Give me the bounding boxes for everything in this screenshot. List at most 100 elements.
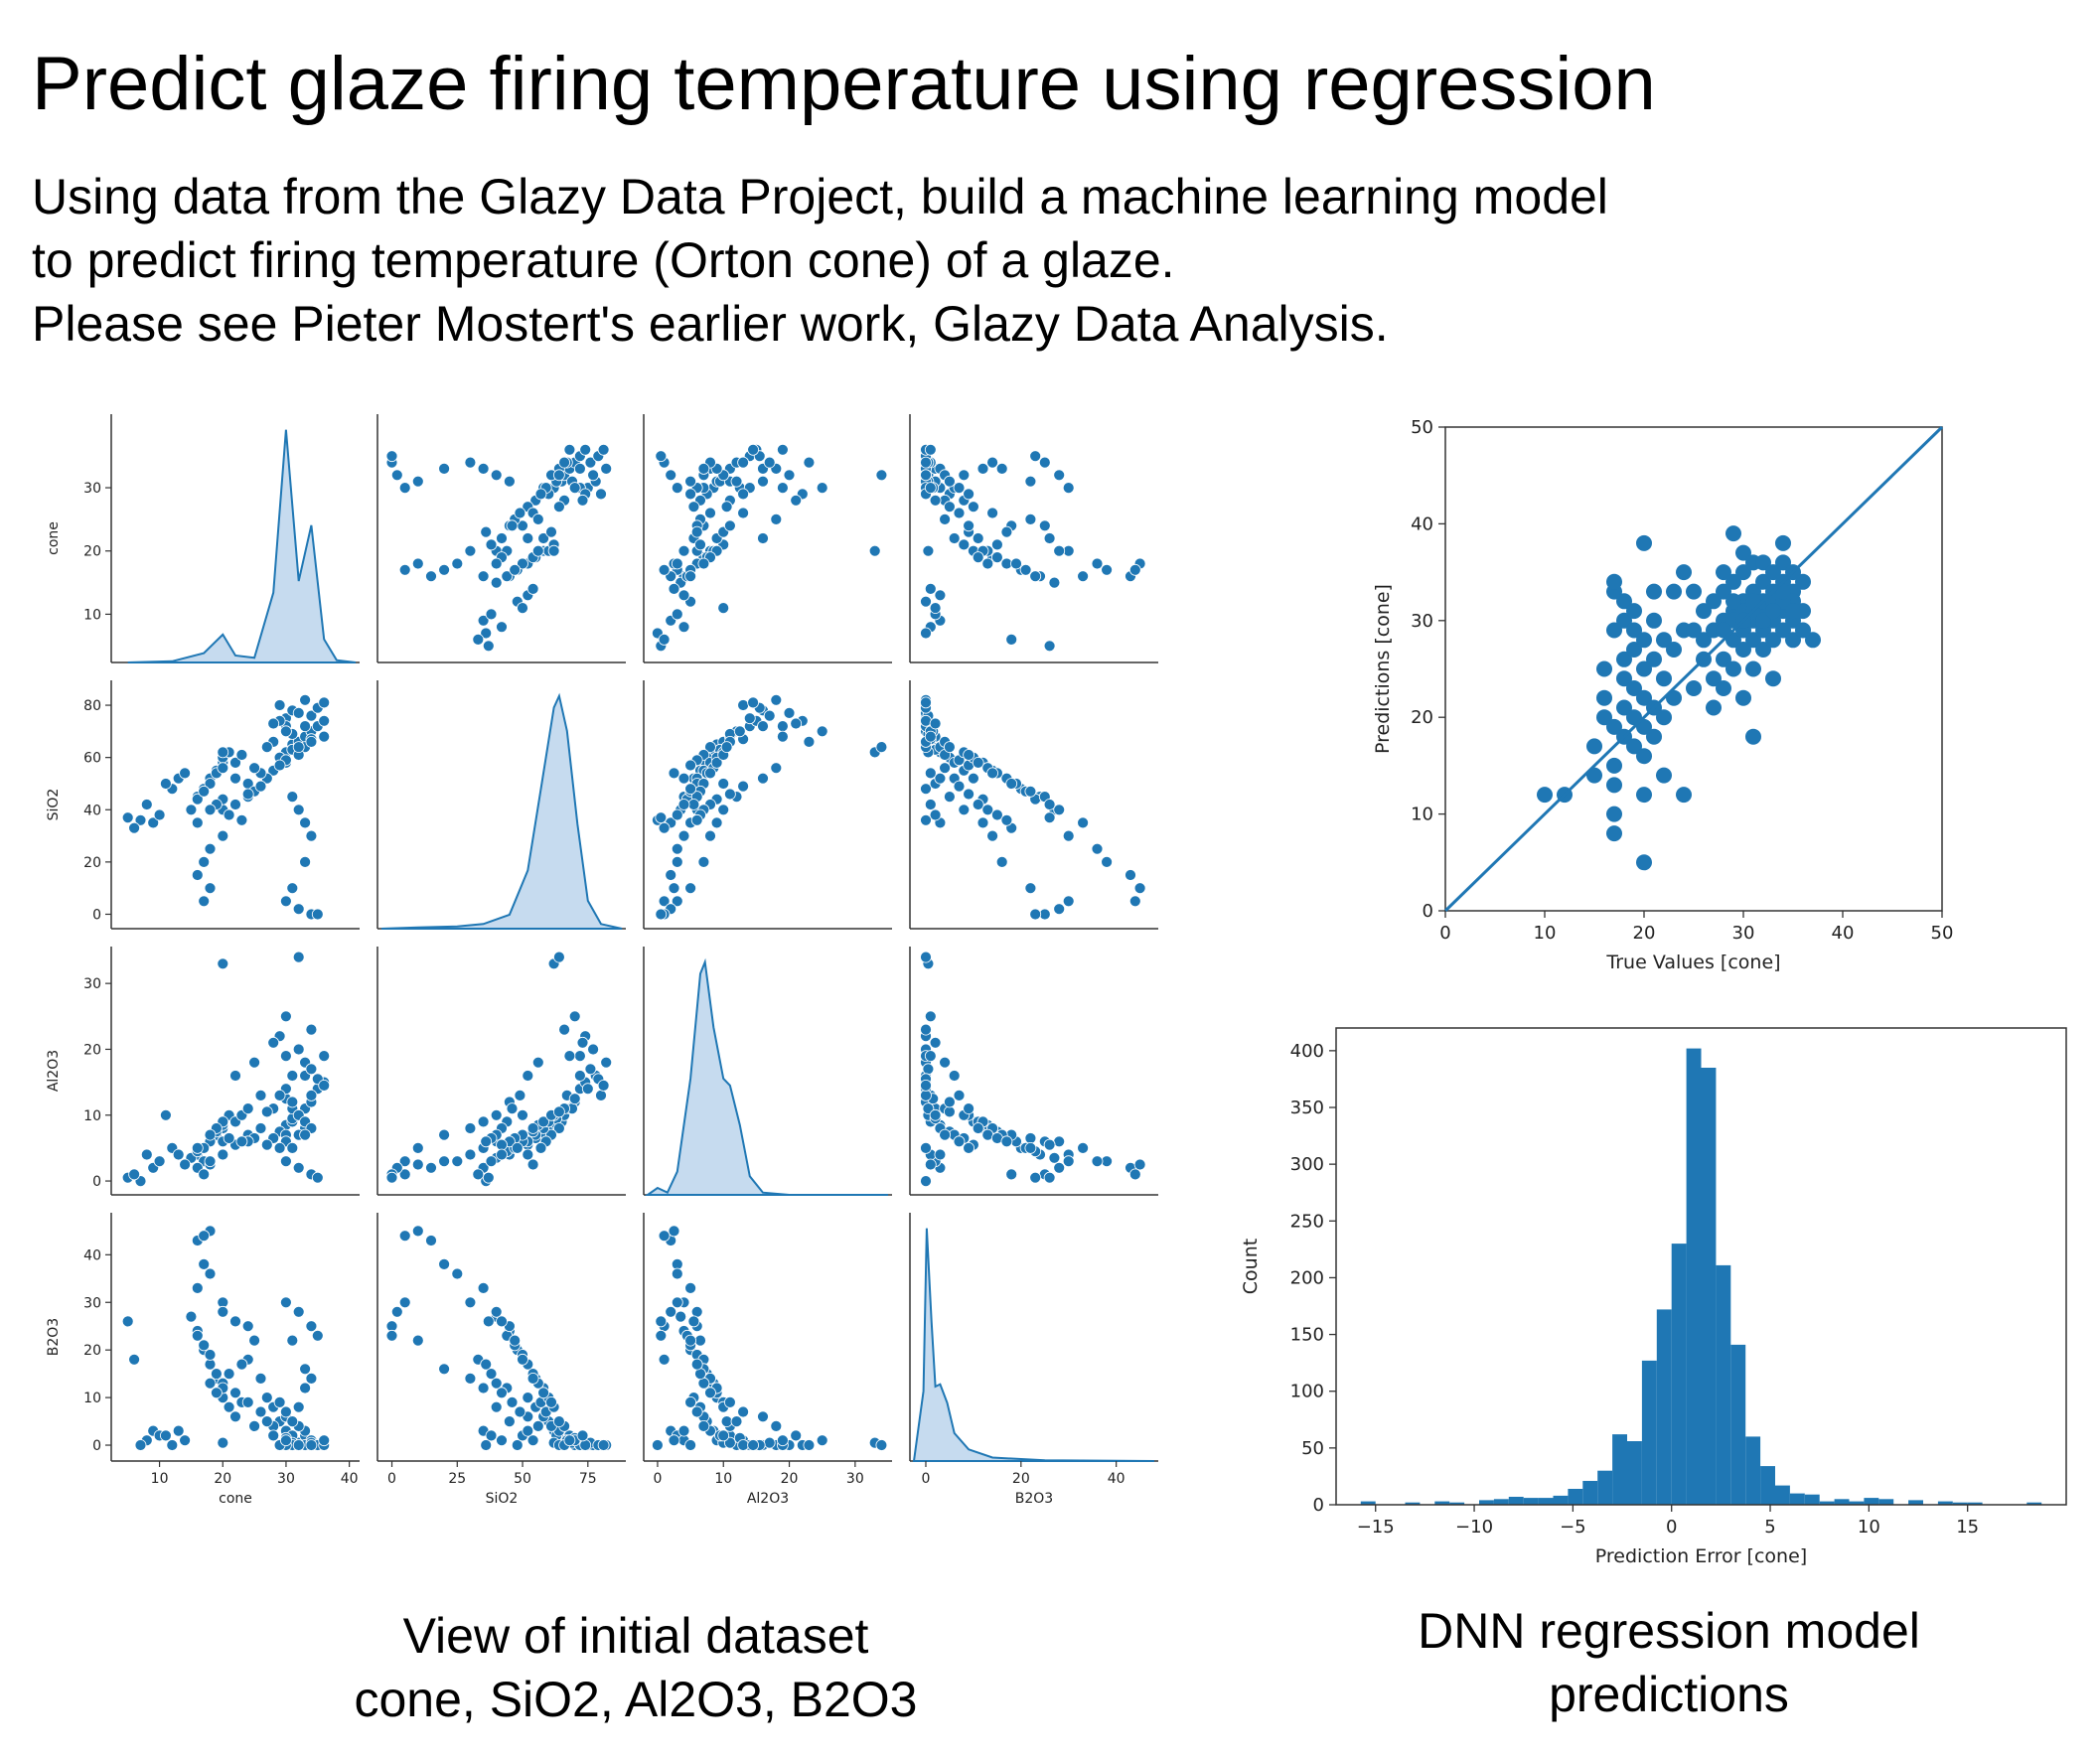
scatter-point	[958, 804, 971, 816]
scatter-point	[398, 1168, 411, 1181]
scatter-point	[185, 804, 198, 816]
scatter-point	[579, 443, 592, 456]
scatter-point	[1024, 1132, 1037, 1144]
histogram-bar	[1449, 1502, 1465, 1505]
scatter-point	[534, 1142, 547, 1154]
scatter-point	[671, 1267, 683, 1280]
scatter-point	[770, 1420, 783, 1432]
scatter-point	[305, 1439, 318, 1451]
scatter-point	[747, 696, 759, 709]
scatter-point	[777, 1434, 789, 1447]
caption-line: predictions	[1549, 1667, 1789, 1722]
y-tick-label: 0	[1423, 901, 1433, 922]
scatter-point	[305, 1023, 318, 1036]
scatter-point	[506, 1102, 519, 1114]
scatter-point	[411, 1334, 424, 1347]
scatter-point	[485, 1368, 498, 1380]
scatter-point	[1133, 882, 1146, 895]
scatter-point	[480, 1135, 493, 1148]
scatter-point	[485, 1429, 498, 1442]
scatter-point	[658, 633, 671, 646]
x-axis-label: Prediction Error [cone]	[1595, 1545, 1807, 1567]
scatter-point	[273, 759, 286, 772]
scatter-point	[305, 1063, 318, 1076]
scatter-point	[747, 443, 759, 456]
scatter-point	[972, 1122, 984, 1134]
scatter-point	[777, 730, 789, 743]
scatter-point	[991, 538, 1003, 551]
scatter-point	[318, 1050, 331, 1062]
scatter-point	[1686, 680, 1702, 696]
x-tick-label: −15	[1357, 1517, 1395, 1538]
scatter-point	[939, 513, 951, 525]
scatter-point	[482, 640, 495, 653]
histogram-bar	[1568, 1489, 1583, 1505]
scatter-point	[1043, 1138, 1056, 1151]
scatter-point	[677, 1424, 690, 1437]
caption-line: cone, SiO2, Al2O3, B2O3	[354, 1672, 918, 1727]
scatter-point	[790, 494, 803, 507]
y-tick-label: 0	[1313, 1495, 1324, 1516]
scatter-point	[671, 608, 683, 621]
histogram-bar	[1686, 1048, 1702, 1505]
scatter-point	[279, 1405, 292, 1418]
scatter-point	[690, 813, 703, 826]
scatter-point	[485, 538, 498, 551]
scatter-point	[684, 1396, 696, 1408]
scatter-point	[279, 1050, 292, 1062]
scatter-point	[1775, 622, 1791, 639]
scatter-point	[1666, 642, 1682, 658]
scatter-point	[920, 456, 932, 469]
scatter-point	[1606, 825, 1622, 842]
scatter-point	[929, 602, 942, 615]
scatter-point	[198, 785, 211, 798]
scatter-point	[963, 1102, 975, 1114]
histogram-bar	[1952, 1502, 1968, 1505]
scatter-point	[537, 532, 550, 544]
scatter-point	[1686, 622, 1702, 639]
scatter-point	[953, 1090, 966, 1101]
scatter-point	[128, 821, 140, 834]
scatter-point	[286, 1142, 299, 1154]
scatter-point	[241, 1320, 254, 1333]
scatter-point	[480, 1439, 493, 1451]
scatter-point	[517, 1108, 528, 1121]
scatter-point	[198, 1258, 211, 1270]
histogram-bar	[1716, 1264, 1731, 1505]
histogram-bar	[1804, 1494, 1820, 1505]
scatter-point	[658, 895, 671, 908]
scatter-point	[217, 829, 229, 842]
scatter-point	[248, 1420, 261, 1432]
scatter-point	[299, 816, 312, 829]
scatter-point	[223, 1132, 235, 1144]
scatter-point	[958, 538, 971, 551]
scatter-point	[668, 767, 680, 780]
scatter-point	[204, 1267, 217, 1280]
scatter-point	[480, 525, 493, 538]
scatter-point	[1596, 709, 1612, 726]
scatter-point	[558, 456, 570, 469]
scatter-point	[553, 469, 565, 482]
scatter-point	[311, 908, 324, 921]
scatter-point	[563, 443, 576, 456]
scatter-point	[511, 1142, 524, 1154]
scatter-point	[697, 855, 710, 868]
y-tick-label: 300	[1290, 1154, 1324, 1175]
scatter-point	[451, 1155, 464, 1168]
scatter-point	[390, 1305, 403, 1318]
y-tick-label: 80	[83, 698, 101, 714]
scatter-point	[690, 525, 703, 538]
scatter-point	[490, 1400, 503, 1413]
scatter-point	[299, 1128, 312, 1141]
scatter-point	[398, 1155, 411, 1168]
scatter-point	[121, 1315, 134, 1328]
scatter-point	[279, 895, 292, 908]
scatter-point	[260, 1138, 273, 1151]
y-tick-label: 20	[1411, 707, 1433, 728]
scatter-point	[710, 756, 723, 769]
scatter-point	[1765, 603, 1781, 620]
scatter-point	[299, 693, 312, 706]
scatter-point	[1636, 689, 1652, 706]
scatter-point	[757, 772, 769, 785]
scatter-point	[803, 1439, 816, 1451]
